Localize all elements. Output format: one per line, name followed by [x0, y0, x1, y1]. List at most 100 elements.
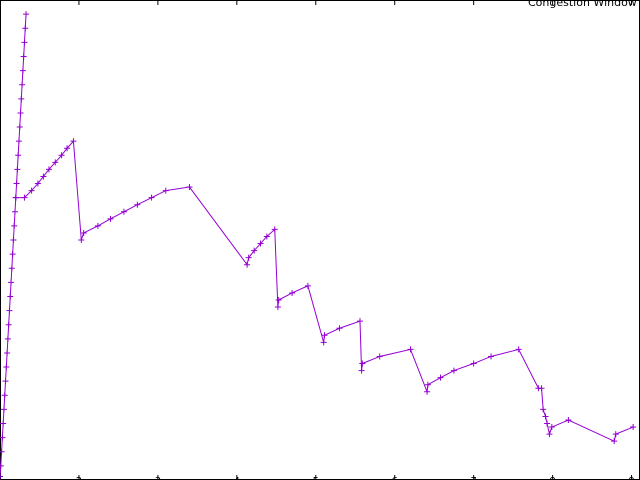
data-point-marker	[34, 180, 41, 187]
data-point-marker	[45, 166, 52, 173]
data-point-marker	[359, 360, 366, 367]
data-point-marker	[424, 388, 431, 395]
data-point-marker	[52, 159, 59, 166]
data-point-marker	[251, 247, 258, 254]
data-point-marker	[64, 145, 71, 152]
data-point-marker	[3, 364, 10, 371]
data-point-marker	[4, 349, 11, 356]
data-point-marker	[58, 152, 65, 159]
data-point-marker	[630, 424, 637, 431]
series-line	[0, 14, 634, 477]
legend-label: Congestion Window	[528, 0, 637, 9]
data-point-marker	[320, 339, 327, 346]
data-point-marker	[515, 346, 522, 353]
data-point-marker	[1, 392, 8, 399]
data-point-marker	[19, 67, 26, 74]
data-point-marker	[15, 138, 22, 145]
data-point-marker	[376, 353, 383, 360]
data-point-marker	[70, 138, 77, 145]
data-point-marker	[263, 233, 270, 240]
data-point-marker	[245, 254, 252, 261]
data-point-marker	[275, 297, 282, 303]
data-point-marker	[0, 448, 5, 455]
data-point-marker	[18, 95, 25, 102]
data-point-marker	[78, 237, 85, 243]
data-point-marker	[8, 265, 15, 272]
data-point-marker	[548, 424, 555, 431]
data-point-marker	[21, 194, 28, 201]
data-point-marker	[538, 385, 545, 392]
data-point-marker	[0, 420, 7, 427]
data-point-marker	[540, 406, 547, 413]
data-point-marker	[4, 335, 11, 342]
data-point-marker	[10, 237, 17, 243]
data-point-marker	[565, 417, 572, 423]
data-point-marker	[13, 180, 20, 187]
data-point-marker	[8, 279, 15, 286]
x-tick-label: 5	[313, 476, 319, 480]
data-point-marker	[407, 346, 414, 353]
x-tick-label: 9	[628, 476, 634, 480]
data-point-marker	[304, 282, 311, 289]
data-point-marker	[16, 124, 23, 131]
data-point-marker	[437, 374, 444, 381]
data-point-marker	[0, 473, 3, 480]
data-point-marker	[94, 222, 101, 229]
data-point-marker	[23, 11, 30, 18]
data-point-marker	[19, 81, 26, 88]
data-point-marker	[22, 25, 29, 32]
data-point-marker	[17, 109, 24, 116]
data-point-marker	[244, 261, 251, 268]
x-tick-label: 7	[470, 476, 476, 480]
data-point-marker	[12, 208, 18, 215]
data-point-marker	[134, 201, 141, 208]
x-tick-label: 8	[549, 476, 555, 480]
data-point-marker	[9, 251, 16, 258]
legend: Congestion Window	[528, 0, 637, 9]
data-point-marker	[336, 325, 343, 332]
data-point-marker	[450, 367, 457, 374]
data-point-marker	[148, 194, 155, 201]
series-layer	[0, 11, 637, 480]
data-point-marker	[271, 226, 278, 233]
x-tick-label: 3	[155, 476, 161, 480]
data-point-marker	[28, 187, 35, 194]
data-point-marker	[470, 360, 477, 367]
data-point-marker	[2, 378, 9, 385]
data-point-marker	[274, 304, 281, 311]
x-tick-label: 2	[76, 476, 82, 480]
data-point-marker	[544, 420, 551, 427]
data-point-marker	[611, 438, 618, 445]
data-point-marker	[321, 332, 328, 339]
data-point-marker	[162, 187, 169, 194]
data-point-marker	[6, 307, 13, 314]
data-point-marker	[15, 152, 22, 159]
data-point-marker	[356, 318, 363, 325]
data-point-marker	[488, 353, 495, 360]
data-point-marker	[14, 166, 21, 173]
data-point-marker	[40, 173, 47, 180]
data-point-marker	[80, 229, 87, 236]
data-point-marker	[186, 184, 193, 191]
data-point-marker	[107, 215, 114, 222]
data-point-marker	[358, 367, 365, 374]
data-point-marker	[257, 240, 264, 247]
data-point-marker	[12, 194, 19, 201]
data-point-marker	[289, 289, 296, 296]
x-tick-label: 4	[234, 476, 240, 480]
data-point-marker	[20, 53, 27, 60]
x-tick-label: 1	[0, 476, 3, 480]
data-point-marker	[5, 321, 12, 328]
data-point-marker	[0, 406, 7, 413]
data-point-marker	[0, 434, 6, 441]
data-point-marker	[7, 293, 14, 300]
data-point-marker	[542, 413, 549, 420]
data-point-marker	[120, 208, 127, 215]
data-point-marker	[21, 39, 28, 46]
data-point-marker	[11, 222, 18, 229]
data-point-marker	[424, 381, 431, 388]
x-tick-label: 6	[392, 476, 398, 480]
